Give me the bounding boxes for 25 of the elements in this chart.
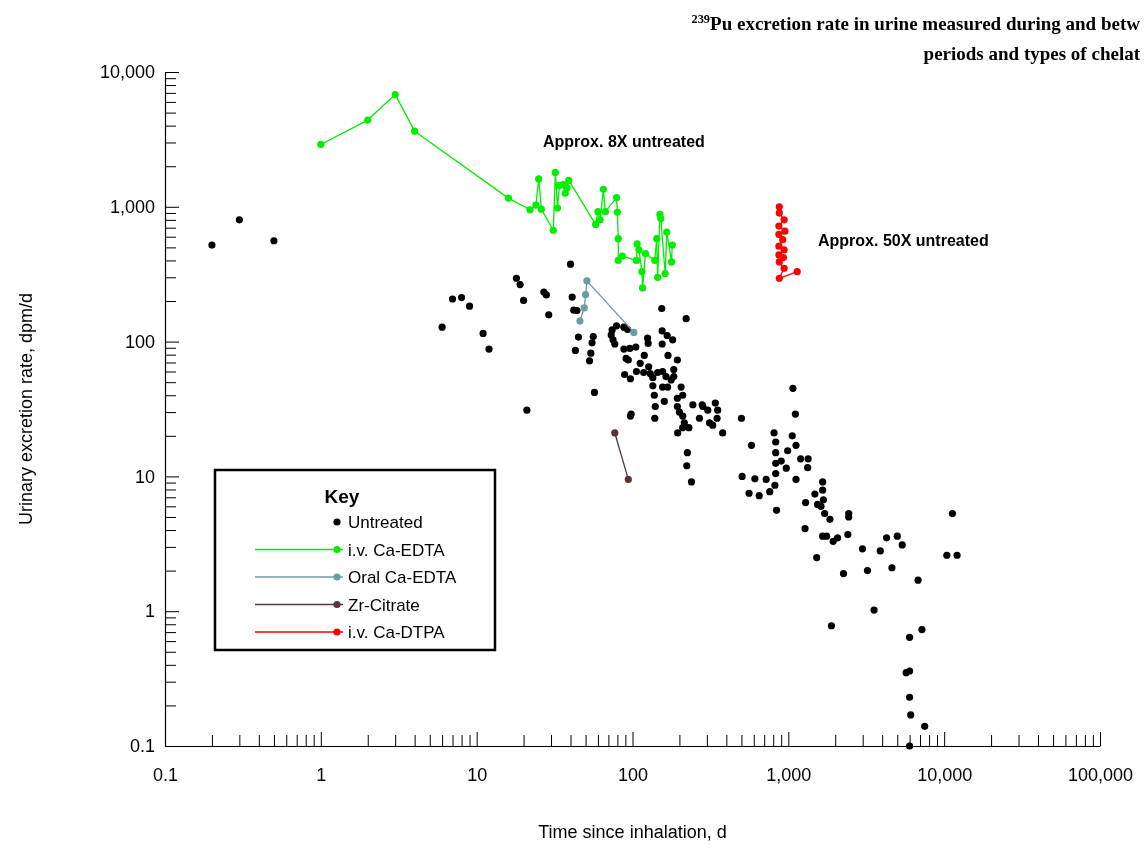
x-tick-label: 100 — [617, 764, 649, 785]
x-tick-label: 10,000 — [917, 764, 973, 785]
annotation: Approx. 8X untreated — [543, 133, 705, 150]
x-tick-label: 1 — [316, 764, 327, 785]
x-tick-label: 0.1 — [152, 764, 179, 785]
x-axis-title: Time since inhalation, d — [538, 822, 727, 842]
y-tick-label: 0.1 — [129, 736, 155, 757]
chart-title: $^{239}$Pu excretion rate in urine measured during and betw — [691, 12, 1141, 34]
legend-label: Zr-Citrate — [348, 595, 420, 615]
y-axis-title: Urinary excretion rate, dpm/d — [16, 292, 36, 526]
legend-label: Oral Ca-EDTA — [348, 568, 457, 587]
x-tick-label: 100,000 — [1067, 764, 1134, 785]
annotation: Approx. 50X untreated — [818, 232, 989, 249]
x-tick-label: 1,000 — [766, 764, 812, 785]
legend-title: Key — [324, 486, 360, 507]
legend-label: i.v. Ca-DTPA — [348, 623, 446, 642]
y-tick-label: 1 — [144, 601, 155, 622]
x-tick-label: 10 — [467, 764, 488, 785]
y-tick-label: 1,000 — [109, 197, 155, 218]
legend-label: Untreated — [348, 513, 423, 532]
y-tick-label: 10 — [134, 466, 155, 487]
legend-label: i.v. Ca-EDTA — [348, 540, 446, 560]
y-tick-label: 10,000 — [99, 62, 155, 83]
chart-subtitle: periods and types of chelat — [923, 43, 1141, 64]
y-tick-label: 100 — [124, 331, 155, 352]
